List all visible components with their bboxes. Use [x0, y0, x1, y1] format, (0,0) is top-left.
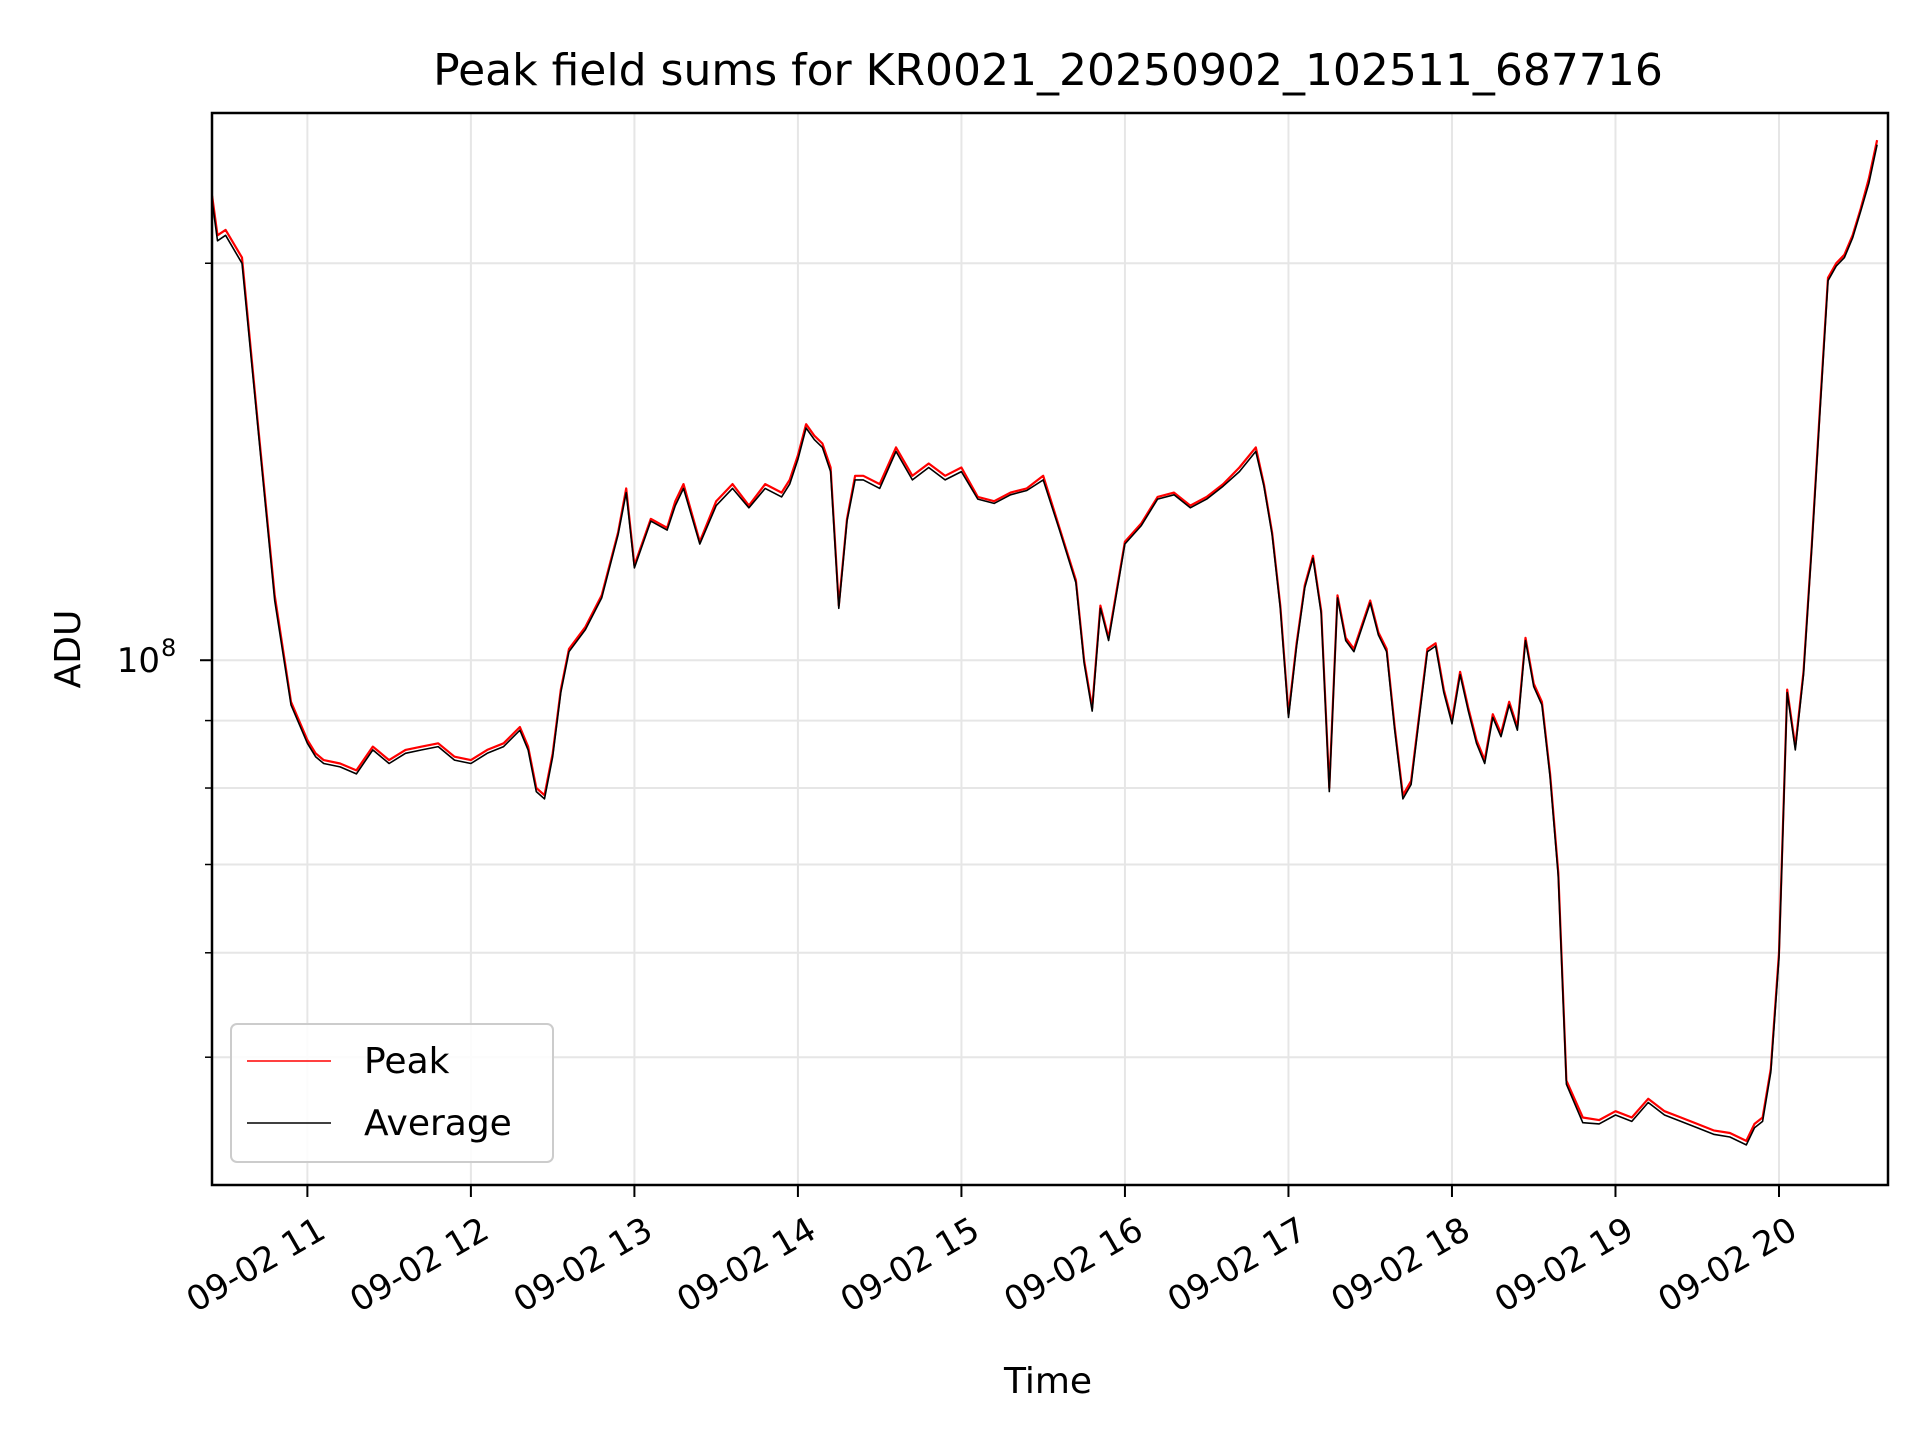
series-line-peak — [211, 139, 1879, 1143]
legend-box — [230, 1023, 554, 1163]
series-lines — [211, 139, 1879, 1146]
grid — [212, 113, 1888, 1185]
y-tick-label-exponent: 8 — [161, 634, 176, 662]
series-line-average — [211, 144, 1878, 1146]
y-axis-label: ADU — [48, 610, 89, 689]
legend-label-average: Average — [364, 1103, 512, 1144]
y-axis-ticks: 10 8 — [117, 262, 212, 1058]
x-axis-label: Time — [1003, 1361, 1092, 1402]
legend: Peak Average — [230, 1023, 554, 1163]
chart-title: Peak field sums for KR0021_20250902_1025… — [433, 45, 1663, 96]
legend-label-peak: Peak — [364, 1041, 450, 1082]
plot-frame — [210, 111, 1890, 1187]
y-tick-label: 10 — [117, 641, 160, 681]
